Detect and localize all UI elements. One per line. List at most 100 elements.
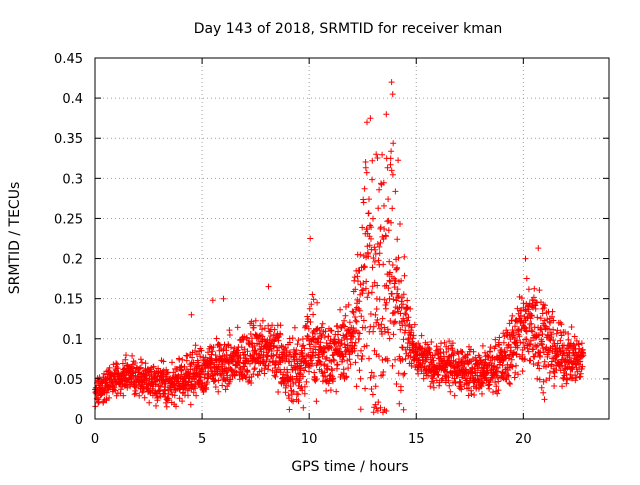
data-point bbox=[351, 274, 358, 281]
data-point bbox=[471, 392, 478, 398]
data-point bbox=[523, 328, 530, 335]
data-point bbox=[136, 392, 143, 399]
data-point bbox=[577, 370, 584, 377]
data-point bbox=[388, 79, 395, 86]
data-point bbox=[389, 91, 396, 98]
data-point bbox=[209, 297, 216, 304]
data-point bbox=[307, 235, 314, 242]
data-point bbox=[395, 293, 402, 299]
data-point bbox=[285, 358, 292, 365]
data-point bbox=[370, 323, 377, 330]
data-point bbox=[526, 300, 533, 307]
data-point bbox=[404, 297, 411, 304]
data-point bbox=[400, 291, 407, 298]
data-point bbox=[325, 380, 332, 387]
data-point bbox=[480, 380, 487, 387]
data-point bbox=[299, 350, 306, 357]
data-point bbox=[171, 392, 178, 399]
data-point bbox=[369, 264, 376, 271]
data-point bbox=[363, 278, 370, 285]
data-point bbox=[374, 407, 381, 414]
data-point bbox=[390, 331, 397, 338]
data-point bbox=[136, 365, 143, 372]
data-point bbox=[366, 242, 373, 249]
data-point bbox=[192, 347, 199, 354]
data-point bbox=[205, 349, 211, 356]
data-point bbox=[568, 324, 575, 330]
data-point bbox=[248, 340, 255, 347]
data-point bbox=[517, 312, 524, 319]
data-point bbox=[277, 331, 284, 338]
data-point bbox=[323, 340, 330, 346]
data-point bbox=[375, 399, 382, 406]
data-point bbox=[541, 358, 548, 365]
data-point bbox=[241, 363, 248, 370]
data-point bbox=[408, 324, 415, 331]
data-point bbox=[563, 371, 570, 377]
data-point bbox=[420, 375, 427, 382]
data-point bbox=[554, 327, 561, 334]
data-point bbox=[392, 356, 399, 363]
data-point bbox=[257, 332, 264, 339]
data-point bbox=[173, 403, 179, 410]
data-point bbox=[137, 356, 144, 363]
data-point bbox=[527, 337, 534, 344]
data-point bbox=[195, 359, 202, 366]
data-point bbox=[437, 346, 444, 352]
data-point bbox=[359, 353, 366, 359]
data-point bbox=[305, 333, 311, 340]
y-tick-label: 0.45 bbox=[54, 52, 83, 67]
data-point bbox=[352, 314, 358, 320]
data-point bbox=[372, 311, 379, 318]
data-point bbox=[346, 356, 353, 363]
data-point bbox=[228, 344, 234, 351]
data-point bbox=[472, 354, 479, 361]
data-point bbox=[380, 369, 387, 375]
data-point bbox=[384, 164, 391, 171]
data-point bbox=[560, 350, 567, 357]
data-point bbox=[290, 398, 297, 405]
data-point bbox=[248, 318, 255, 325]
data-point bbox=[569, 366, 576, 373]
data-point bbox=[374, 316, 381, 323]
data-point bbox=[272, 365, 278, 371]
data-point bbox=[322, 328, 329, 335]
data-point bbox=[165, 395, 172, 402]
data-point bbox=[267, 333, 274, 339]
data-point bbox=[264, 352, 270, 359]
data-point bbox=[555, 351, 562, 358]
data-point bbox=[357, 251, 364, 258]
data-point bbox=[357, 406, 364, 413]
data-point bbox=[375, 257, 382, 264]
data-point bbox=[314, 299, 321, 306]
data-point bbox=[343, 373, 350, 380]
data-point bbox=[433, 343, 440, 350]
data-point bbox=[395, 370, 402, 377]
data-point bbox=[328, 366, 335, 372]
data-point bbox=[211, 378, 218, 385]
data-point bbox=[295, 337, 302, 344]
data-point bbox=[142, 360, 149, 367]
data-point bbox=[240, 336, 247, 343]
data-point bbox=[272, 357, 279, 364]
data-point bbox=[352, 317, 359, 324]
data-point bbox=[397, 221, 403, 227]
y-tick-label: 0.3 bbox=[62, 172, 83, 187]
data-point bbox=[362, 164, 369, 171]
data-point bbox=[330, 375, 337, 382]
y-tick-label: 0.05 bbox=[54, 373, 83, 388]
x-axis-label: GPS time / hours bbox=[291, 459, 408, 475]
data-point bbox=[523, 275, 530, 282]
data-point bbox=[334, 361, 341, 368]
data-point bbox=[342, 312, 349, 319]
data-point bbox=[363, 342, 370, 349]
y-tick-label: 0.15 bbox=[54, 293, 83, 308]
data-point bbox=[516, 333, 523, 340]
data-point bbox=[539, 331, 546, 338]
data-point bbox=[164, 369, 171, 376]
y-tick-label: 0.4 bbox=[62, 92, 83, 107]
data-point bbox=[313, 376, 320, 383]
data-point bbox=[505, 372, 512, 379]
data-point bbox=[300, 404, 307, 411]
data-point bbox=[163, 403, 170, 410]
